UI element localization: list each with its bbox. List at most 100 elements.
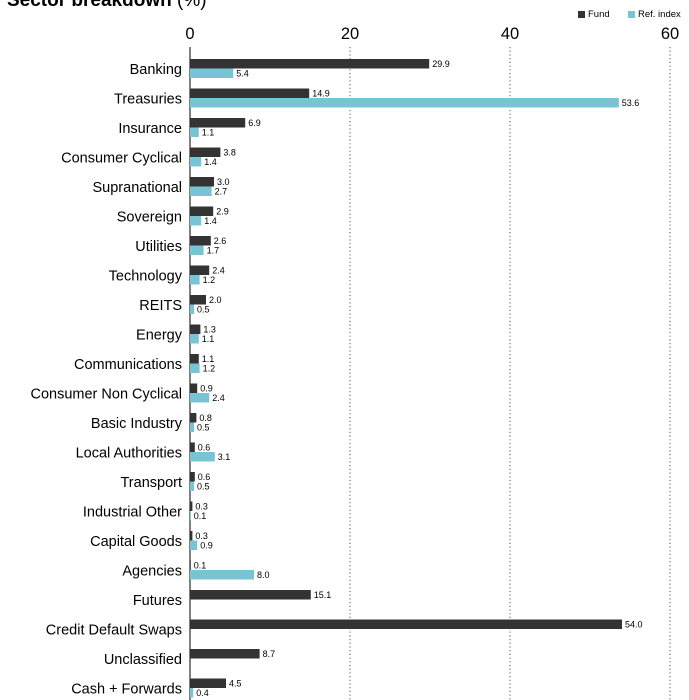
data-label-ref-index: 1.2 (203, 275, 216, 285)
bar-ref-index (190, 157, 202, 167)
bar-ref-index (190, 98, 619, 108)
chart-title: Sector breakdown (%) (7, 0, 207, 11)
bar-ref-index (190, 304, 194, 314)
bar-ref-index (190, 334, 199, 344)
data-label-fund: 0.1 (194, 561, 207, 571)
data-label-fund: 15.1 (314, 590, 332, 600)
category-label: Insurance (118, 121, 182, 137)
data-label-fund: 1.3 (203, 325, 216, 335)
bar-ref-index (190, 688, 194, 698)
bar-fund (190, 649, 260, 659)
data-label-ref-index: 1.7 (207, 246, 220, 256)
bar-ref-index (190, 511, 191, 521)
bar-fund (190, 531, 193, 541)
bar-fund (190, 88, 310, 98)
category-label: Treasuries (114, 92, 182, 108)
data-label-fund: 0.6 (198, 443, 211, 453)
bar-ref-index (190, 216, 202, 226)
x-tick-label: 0 (185, 25, 194, 43)
category-label: Supranational (93, 180, 183, 196)
data-label-ref-index: 5.4 (236, 69, 249, 79)
bar-fund (190, 324, 201, 334)
bar-fund (190, 619, 622, 629)
bar-ref-index (190, 393, 210, 403)
category-label: Futures (133, 593, 182, 609)
category-label: Energy (136, 328, 183, 344)
bar-ref-index (190, 275, 200, 285)
bar-ref-index (190, 245, 204, 255)
bar-ref-index (190, 127, 199, 137)
data-label-ref-index: 2.7 (215, 187, 228, 197)
bar-fund (190, 236, 211, 246)
bar-fund (190, 118, 246, 128)
data-label-fund: 8.7 (263, 649, 276, 659)
category-label: Sovereign (117, 210, 182, 226)
category-label: Capital Goods (90, 534, 182, 550)
category-label: Industrial Other (83, 505, 182, 521)
data-label-ref-index: 0.9 (200, 541, 213, 551)
category-label: Cash + Forwards (71, 682, 182, 698)
bar-fund (190, 442, 195, 452)
data-label-ref-index: 1.1 (202, 334, 215, 344)
x-tick-label: 20 (341, 25, 359, 43)
category-label: REITS (139, 298, 182, 314)
category-label: Consumer Cyclical (61, 151, 182, 167)
bar-ref-index (190, 452, 215, 462)
bar-fund (190, 265, 210, 275)
data-label-fund: 2.6 (214, 236, 227, 246)
bar-fund (190, 295, 206, 305)
data-label-fund: 2.0 (209, 295, 222, 305)
data-label-ref-index: 1.4 (204, 157, 217, 167)
bar-fund (190, 177, 214, 187)
category-label: Local Authorities (76, 446, 182, 462)
bar-fund (190, 59, 430, 69)
x-tick-label: 40 (501, 25, 519, 43)
data-label-ref-index: 0.5 (197, 305, 210, 315)
data-label-fund: 3.0 (217, 177, 230, 187)
data-label-ref-index: 1.4 (204, 216, 217, 226)
bar-fund (190, 383, 198, 393)
data-label-fund: 1.1 (202, 354, 215, 364)
category-label: Technology (109, 269, 183, 285)
data-label-ref-index: 0.5 (197, 423, 210, 433)
bar-ref-index (190, 363, 200, 373)
data-label-fund: 6.9 (248, 118, 261, 128)
bar-ref-index (190, 68, 234, 78)
legend-fund-swatch (578, 11, 585, 18)
data-label-ref-index: 8.0 (257, 570, 270, 580)
data-label-ref-index: 0.4 (196, 688, 209, 698)
data-label-fund: 2.4 (212, 266, 225, 276)
legend-fund-label: Fund (588, 9, 610, 20)
legend-ref-index-swatch (628, 11, 635, 18)
data-label-ref-index: 3.1 (218, 452, 231, 462)
category-label: Basic Industry (91, 416, 183, 432)
data-label-ref-index: 2.4 (212, 393, 225, 403)
data-label-fund: 4.5 (229, 679, 242, 689)
category-label: Credit Default Swaps (46, 623, 182, 639)
x-tick-label: 60 (661, 25, 679, 43)
legend-ref-index-label: Ref. index (638, 9, 681, 20)
bar-fund (190, 206, 214, 216)
data-label-ref-index: 1.1 (202, 128, 215, 138)
category-label: Consumer Non Cyclical (31, 387, 183, 403)
category-label: Banking (130, 62, 182, 78)
data-label-fund: 0.9 (200, 384, 213, 394)
legend-ref-index: Ref. index (628, 9, 681, 20)
bar-fund (190, 560, 191, 570)
bar-fund (190, 501, 193, 511)
bar-ref-index (190, 481, 194, 491)
bar-fund (190, 472, 195, 482)
bar-ref-index (190, 540, 198, 550)
category-label: Utilities (135, 239, 182, 255)
data-label-ref-index: 1.2 (203, 364, 216, 374)
data-label-fund: 14.9 (312, 89, 330, 99)
data-label-ref-index: 0.5 (197, 482, 210, 492)
bar-fund (190, 147, 221, 157)
data-label-fund: 0.8 (199, 413, 212, 423)
category-label: Unclassified (104, 652, 182, 668)
data-label-fund: 0.3 (195, 502, 208, 512)
category-label: Communications (74, 357, 182, 373)
bar-ref-index (190, 422, 194, 432)
data-label-fund: 0.3 (195, 531, 208, 541)
